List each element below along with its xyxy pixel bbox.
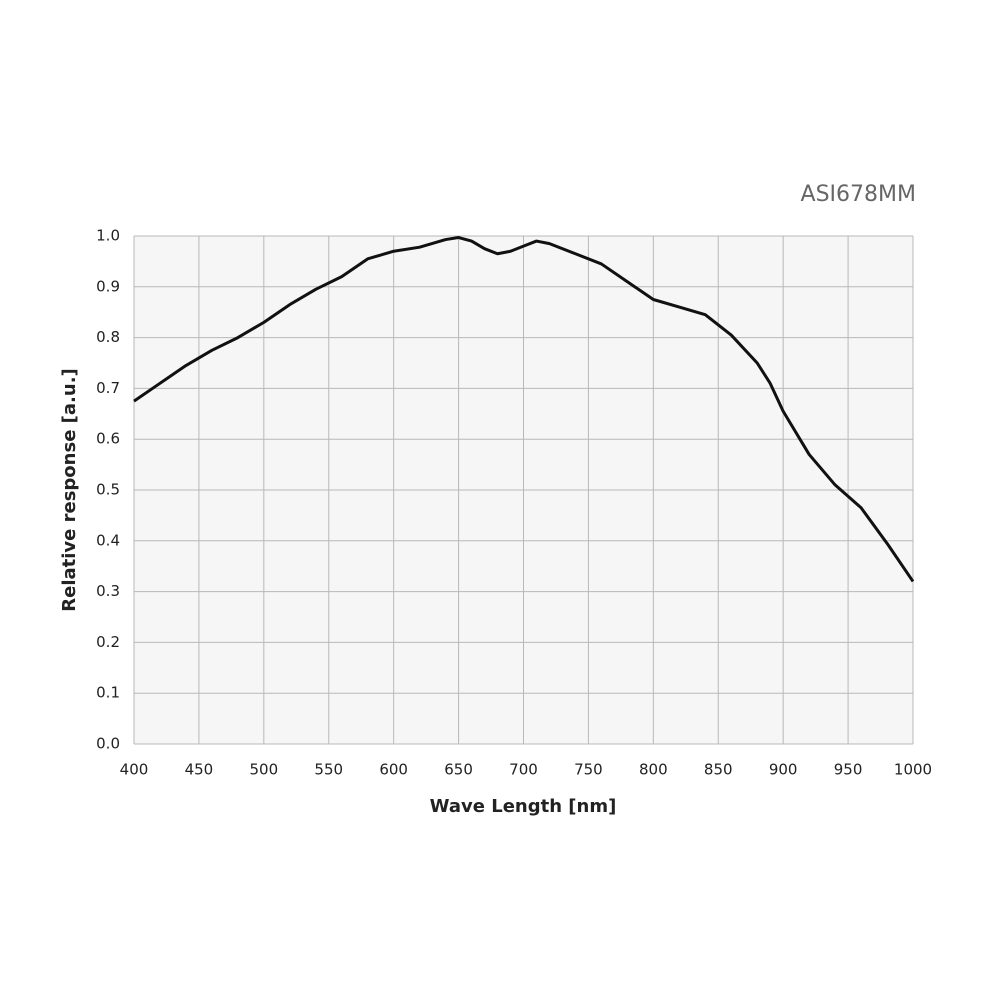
- y-tick-label: 0.1: [96, 684, 120, 702]
- x-tick-label: 700: [509, 761, 538, 779]
- x-axis-label: Wave Length [nm]: [430, 796, 617, 817]
- y-tick-label: 0.9: [96, 277, 120, 295]
- y-tick-label: 0.2: [96, 633, 120, 651]
- y-tick-label: 0.8: [96, 328, 120, 346]
- x-tick-label: 750: [574, 761, 603, 779]
- x-tick-label: 900: [769, 761, 798, 779]
- y-axis-label: Relative response [a.u.]: [59, 368, 80, 612]
- x-tick-label: 600: [379, 761, 408, 779]
- y-tick-label: 0.7: [96, 379, 120, 397]
- y-tick-label: 1.0: [96, 227, 120, 245]
- x-tick-label: 950: [834, 761, 863, 779]
- x-tick-label: 650: [444, 761, 473, 779]
- x-tick-label: 450: [185, 761, 214, 779]
- x-tick-label: 400: [120, 761, 149, 779]
- y-tick-label: 0.5: [96, 481, 120, 499]
- y-tick-label: 0.6: [96, 430, 120, 448]
- y-tick-label: 0.4: [96, 531, 120, 549]
- chart-title: ASI678MM: [801, 182, 916, 207]
- data-line: [133, 236, 915, 583]
- x-tick-label: 550: [314, 761, 343, 779]
- x-tick-label: 850: [704, 761, 733, 779]
- x-tick-label: 800: [639, 761, 668, 779]
- x-tick-label: 500: [250, 761, 279, 779]
- x-tick-label: 1000: [894, 761, 932, 779]
- y-tick-label: 0.0: [96, 735, 120, 753]
- y-tick-label: 0.3: [96, 582, 120, 600]
